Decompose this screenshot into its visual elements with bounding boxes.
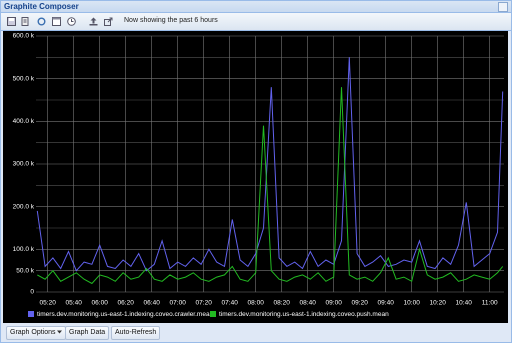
dropdown-arrow bbox=[57, 330, 63, 334]
open-icon[interactable] bbox=[21, 17, 30, 26]
collapse-button[interactable] bbox=[498, 2, 508, 12]
legend-label: timers.dev.monitoring.us-east-1.indexing… bbox=[219, 311, 389, 318]
x-tick-label: 08:00 bbox=[248, 300, 265, 307]
x-tick-label: 08:40 bbox=[300, 300, 317, 307]
y-tick-label: 200.0 k bbox=[13, 203, 35, 210]
x-tick-label: 11:00 bbox=[482, 300, 498, 307]
x-tick-label: 07:00 bbox=[170, 300, 187, 307]
legend-label: timers.dev.monitoring.us-east-1.indexing… bbox=[37, 311, 214, 318]
x-tick-label: 10:20 bbox=[430, 300, 447, 307]
legend-swatch bbox=[210, 311, 216, 317]
window-title: Graphite Composer bbox=[4, 2, 79, 11]
y-tick-label: 600.0 k bbox=[13, 33, 35, 40]
save-icon[interactable] bbox=[7, 17, 16, 26]
x-tick-label: 05:20 bbox=[40, 300, 57, 307]
x-tick-label: 06:40 bbox=[144, 300, 161, 307]
x-tick-label: 07:20 bbox=[196, 300, 213, 307]
button-bar: Graph Options Graph Data Auto-Refresh bbox=[1, 323, 511, 342]
clock-icon[interactable] bbox=[67, 17, 76, 26]
x-tick-label: 09:00 bbox=[326, 300, 343, 307]
x-tick-label: 08:20 bbox=[274, 300, 291, 307]
y-tick-label: 0 bbox=[30, 289, 34, 296]
series-line bbox=[37, 87, 504, 285]
legend-swatch bbox=[28, 311, 34, 317]
title-bar: Graphite Composer bbox=[1, 1, 511, 13]
x-tick-label: 06:00 bbox=[92, 300, 109, 307]
y-tick-label: 300.0 k bbox=[13, 161, 35, 168]
button-label: Graph Data bbox=[69, 329, 106, 336]
x-tick-label: 10:40 bbox=[456, 300, 473, 307]
button-label: Graph Options bbox=[10, 329, 56, 336]
upload-icon[interactable] bbox=[89, 17, 98, 26]
toolbar: Now showing the past 6 hours bbox=[1, 13, 511, 31]
graph-data-button[interactable]: Graph Data bbox=[65, 326, 110, 340]
x-tick-label: 06:20 bbox=[118, 300, 135, 307]
x-tick-label: 07:40 bbox=[222, 300, 239, 307]
x-tick-label: 05:40 bbox=[66, 300, 83, 307]
y-tick-label: 400.0 k bbox=[13, 118, 35, 125]
y-tick-label: 100.0 k bbox=[13, 246, 35, 253]
series-line bbox=[36, 57, 504, 272]
button-label: Auto-Refresh bbox=[115, 329, 157, 336]
x-tick-label: 09:40 bbox=[378, 300, 395, 307]
calendar-icon[interactable] bbox=[52, 17, 61, 26]
graph: 0 50.0 k 100.0 k 200.0 k 300.0 k 400.0 k 500.0… bbox=[3, 31, 508, 323]
refresh-icon[interactable] bbox=[37, 17, 46, 26]
x-tick-label: 10:00 bbox=[404, 300, 421, 307]
x-tick-label: 09:20 bbox=[352, 300, 369, 307]
auto-refresh-button[interactable]: Auto-Refresh bbox=[111, 326, 161, 340]
share-icon[interactable] bbox=[104, 17, 113, 26]
y-tick-label: 50.0 k bbox=[16, 267, 34, 274]
time-range-status: Now showing the past 6 hours bbox=[124, 17, 218, 24]
graph-options-button[interactable]: Graph Options bbox=[6, 326, 67, 340]
y-tick-label: 500.0 k bbox=[13, 75, 35, 82]
